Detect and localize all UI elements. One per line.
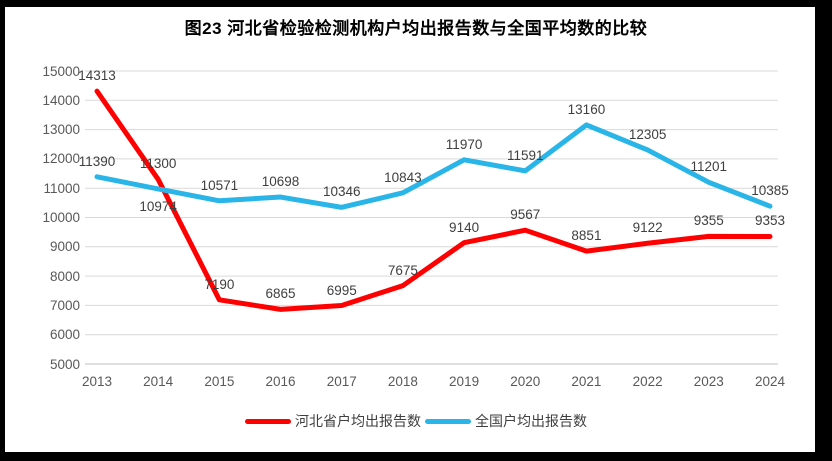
data-label: 11201	[690, 159, 728, 175]
y-tick-label: 9000	[49, 239, 80, 255]
data-label: 10698	[261, 174, 300, 190]
x-tick-label: 2014	[143, 374, 174, 389]
x-tick-label: 2020	[510, 374, 541, 389]
legend-item-0: 河北省户均出报告数	[245, 411, 421, 431]
x-tick-label: 2023	[693, 374, 724, 389]
x-tick-label: 2013	[81, 374, 113, 389]
data-label: 10974	[139, 198, 177, 214]
y-tick-label: 14000	[42, 92, 80, 108]
y-tick-label: 6000	[49, 327, 80, 343]
legend-label: 河北省户均出报告数	[295, 413, 421, 429]
data-label: 13160	[567, 101, 606, 117]
data-label: 11300	[139, 156, 177, 172]
data-label: 9567	[510, 207, 541, 223]
data-label: 11970	[445, 136, 483, 152]
data-label: 11390	[78, 153, 116, 169]
data-label: 9140	[449, 219, 480, 235]
data-label: 10843	[384, 169, 422, 185]
x-tick-label: 2024	[754, 374, 785, 389]
legend-line-swatch	[245, 418, 291, 424]
legend-item-1: 全国户均出报告数	[425, 411, 587, 431]
y-tick-label: 8000	[49, 268, 80, 284]
x-tick-label: 2022	[632, 374, 663, 389]
data-label: 12305	[628, 126, 667, 142]
x-tick-label: 2021	[571, 374, 602, 389]
data-label: 7190	[204, 276, 235, 292]
x-tick-label: 2018	[387, 374, 418, 389]
y-tick-label: 11000	[43, 180, 80, 196]
data-label: 9122	[632, 220, 663, 236]
data-label: 9353	[754, 213, 785, 229]
y-tick-label: 10000	[42, 210, 80, 225]
y-tick-label: 13000	[42, 122, 80, 138]
y-tick-label: 12000	[42, 151, 80, 167]
x-tick-label: 2015	[204, 374, 235, 389]
data-label: 11591	[506, 147, 544, 163]
data-label: 10385	[751, 183, 789, 199]
data-label: 7675	[387, 262, 418, 278]
data-label: 6865	[265, 286, 296, 302]
x-tick-label: 2017	[326, 374, 357, 389]
y-tick-label: 7000	[49, 297, 80, 313]
data-label: 8851	[571, 228, 602, 244]
x-tick-label: 2019	[449, 374, 480, 389]
data-label: 10571	[200, 177, 239, 193]
y-tick-label: 5000	[49, 356, 80, 372]
y-tick-label: 15000	[42, 63, 80, 79]
data-label: 14313	[78, 68, 116, 84]
legend-line-swatch	[425, 418, 471, 424]
data-label: 10346	[322, 184, 361, 200]
data-label: 6995	[326, 282, 357, 298]
chart-title: 图23 河北省检验检测机构户均出报告数与全国平均数的比较	[184, 19, 648, 38]
x-tick-label: 2016	[265, 374, 296, 389]
data-label: 9355	[693, 213, 724, 229]
legend: 河北省户均出报告数 全国户均出报告数	[0, 411, 832, 431]
legend-label: 全国户均出报告数	[475, 413, 587, 429]
